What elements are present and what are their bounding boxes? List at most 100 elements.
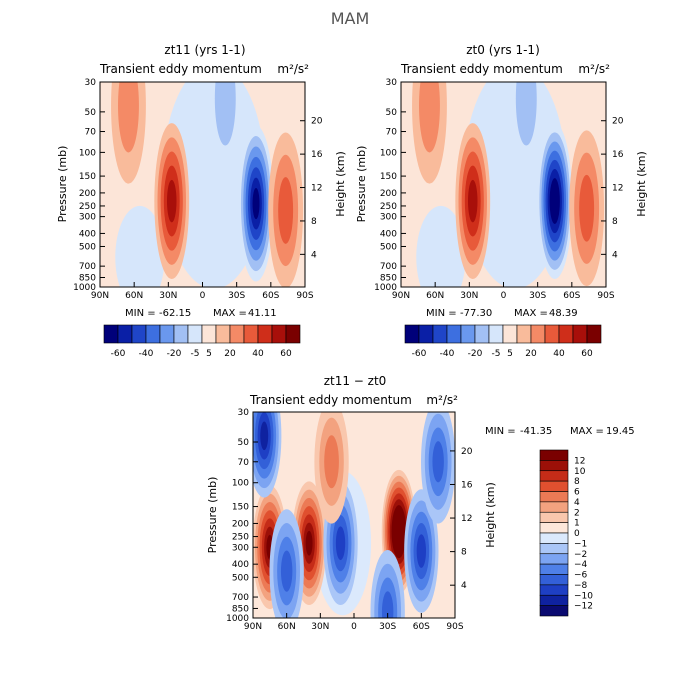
panel-1-min-label: MIN = (125, 308, 156, 319)
colorbar-swatch (215, 324, 231, 344)
field-contour-band (396, 522, 402, 541)
panel-3-min-value: -41.35 (520, 426, 552, 437)
panel-1-title: zt11 (yrs 1-1) (164, 43, 245, 57)
y-tick-label: 50 (238, 438, 250, 448)
y-tick-label: 700 (232, 593, 249, 603)
panel-1-units: m²/s² (277, 62, 309, 76)
colorbar-swatch (460, 324, 476, 344)
panel-1-subtitle: Transient eddy momentum (99, 62, 262, 76)
colorbar-swatch (530, 324, 546, 344)
colorbar-label: 12 (574, 456, 585, 466)
colorbar-swatch (539, 460, 569, 472)
colorbar-label: 1 (574, 519, 580, 529)
colorbar-swatch (257, 324, 273, 344)
colorbar-swatch (488, 324, 504, 344)
y-right-tick-label: 16 (612, 150, 624, 160)
y-right-tick-label: 12 (612, 184, 623, 194)
field-contour-band (381, 591, 394, 618)
x-tick-label: 60N (125, 291, 143, 301)
field-contour-band (214, 82, 236, 146)
colorbar-swatch (544, 324, 560, 344)
panel-3-title: zt11 − zt0 (324, 374, 387, 388)
colorbar-label: 0 (574, 529, 580, 539)
y-tick-label: 100 (380, 148, 397, 158)
y-tick-label: 250 (232, 533, 249, 543)
x-tick-label: 0 (351, 622, 357, 632)
y-right-tick-label: 20 (612, 117, 624, 127)
panel-3-field (253, 412, 455, 618)
x-tick-label: 60N (426, 291, 444, 301)
colorbar-swatch (516, 324, 532, 344)
y-tick-label: 850 (79, 273, 96, 283)
x-tick-label: 30N (311, 622, 329, 632)
panel-2-max-label: MAX = (514, 308, 548, 319)
colorbar-swatch (446, 324, 462, 344)
panel-2-units: m²/s² (578, 62, 610, 76)
x-tick-label: 60S (413, 622, 430, 632)
colorbar-label: −6 (574, 571, 588, 581)
y-tick-label: 300 (232, 543, 249, 553)
panel-1: zt11 (yrs 1-1) Transient eddy momentum m… (56, 43, 347, 359)
x-tick-label: 30S (228, 291, 245, 301)
colorbar-swatch (539, 574, 569, 586)
panel-3-min-label: MIN = (485, 426, 516, 437)
field-contour-band (260, 421, 269, 451)
panel-2-subtitle: Transient eddy momentum (400, 62, 563, 76)
field-contour-band (432, 441, 444, 483)
y-tick-label: 500 (79, 242, 96, 252)
panel-3-ylabel-right: Height (km) (484, 482, 497, 548)
field-contour-band (419, 82, 440, 153)
x-tick-label: 30N (159, 291, 177, 301)
panel-1-field (100, 82, 305, 287)
colorbar-swatch (539, 511, 569, 523)
colorbar-label: 20 (224, 349, 236, 359)
x-tick-label: 90S (446, 622, 463, 632)
colorbar-swatch (285, 324, 301, 344)
colorbar-swatch (539, 605, 569, 617)
colorbar-label: 2 (574, 508, 580, 518)
colorbar-swatch (539, 594, 569, 606)
field-contour-band (335, 526, 346, 561)
colorbar-swatch (145, 324, 161, 344)
figure-suptitle: MAM (331, 9, 370, 28)
y-tick-label: 700 (79, 262, 96, 272)
field-contour-band (324, 435, 339, 489)
y-right-tick-label: 20 (461, 447, 473, 457)
colorbar-swatch (539, 491, 569, 503)
colorbar-label: −4 (574, 560, 588, 570)
colorbar-label: 60 (280, 349, 292, 359)
colorbar-label: 40 (252, 349, 264, 359)
colorbar-swatch (539, 449, 569, 461)
field-contour-band (118, 82, 139, 153)
y-right-tick-label: 8 (311, 217, 317, 227)
y-tick-label: 70 (85, 128, 97, 138)
colorbar-label: 5 (206, 349, 212, 359)
colorbar-swatch (243, 324, 259, 344)
colorbar-label: 20 (525, 349, 537, 359)
colorbar-label: −12 (574, 602, 593, 612)
panel-1-max-label: MAX = (213, 308, 247, 319)
y-right-tick-label: 12 (311, 184, 322, 194)
field-contour-band (416, 534, 427, 568)
colorbar-swatch (173, 324, 189, 344)
colorbar-swatch (271, 324, 287, 344)
y-tick-label: 850 (380, 273, 397, 283)
colorbar-swatch (187, 324, 203, 344)
x-tick-label: 60N (278, 622, 296, 632)
y-right-tick-label: 4 (612, 250, 618, 260)
colorbar-swatch (539, 532, 569, 544)
x-tick-label: 60S (563, 291, 580, 301)
y-right-tick-label: 8 (612, 217, 618, 227)
colorbar-label: -60 (111, 349, 126, 359)
field-contour-band (515, 82, 537, 146)
colorbar-label: -60 (412, 349, 427, 359)
x-tick-label: 60S (262, 291, 279, 301)
colorbar-swatch (502, 324, 518, 344)
y-tick-label: 30 (386, 78, 398, 88)
colorbar-swatch (117, 324, 133, 344)
colorbar-label: −8 (574, 581, 588, 591)
y-tick-label: 70 (386, 128, 398, 138)
panel-2-field (401, 82, 606, 287)
colorbar-label: 4 (574, 498, 580, 508)
